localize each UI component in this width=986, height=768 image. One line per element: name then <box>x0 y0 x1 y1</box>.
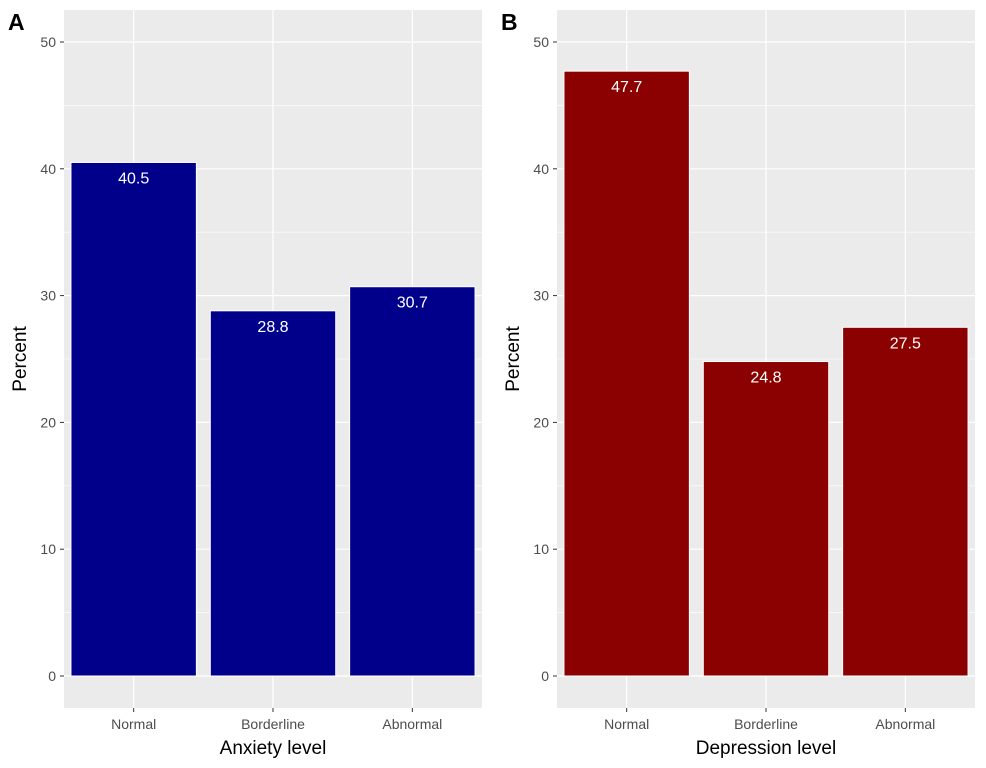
bar-borderline <box>702 361 830 677</box>
y-tick-label: 0 <box>48 668 56 684</box>
chart-panel-a: A 40.5 28.8 30.7 0 10 20 30 40 50 Normal Borderline… <box>8 9 482 759</box>
bar-borderline <box>209 310 337 677</box>
bar-value-label: 24.8 <box>750 370 781 387</box>
x-tick-label: Normal <box>604 716 649 732</box>
y-tick-label: 0 <box>541 668 549 684</box>
bar-value-label: 28.8 <box>257 319 288 336</box>
bar-normal <box>563 70 690 677</box>
y-tick-label: 10 <box>533 541 549 557</box>
x-tick-label: Abnormal <box>875 716 935 732</box>
bar-abnormal <box>349 286 476 677</box>
y-tick-label: 30 <box>40 288 56 304</box>
x-tick-label: Abnormal <box>382 716 442 732</box>
bar-abnormal <box>842 326 969 677</box>
y-tick-label: 10 <box>40 541 56 557</box>
bar-normal <box>70 161 197 677</box>
y-tick-label: 50 <box>533 34 549 50</box>
y-tick-label: 40 <box>533 161 549 177</box>
bar-value-label: 40.5 <box>118 170 149 187</box>
y-axis-title: Percent <box>503 326 524 392</box>
x-axis-title: Depression level <box>696 738 836 759</box>
x-axis-title: Anxiety level <box>220 738 327 759</box>
y-tick-label: 20 <box>533 414 549 430</box>
x-tick-label: Borderline <box>241 716 305 732</box>
panel-tag: B <box>501 9 518 35</box>
x-tick-label: Borderline <box>734 716 798 732</box>
y-tick-label: 30 <box>533 288 549 304</box>
y-axis-title: Percent <box>10 326 31 392</box>
y-tick-label: 40 <box>40 161 56 177</box>
y-tick-label: 20 <box>40 414 56 430</box>
bar-value-label: 47.7 <box>611 79 642 96</box>
y-tick-label: 50 <box>40 34 56 50</box>
panel-tag: A <box>8 9 25 35</box>
x-tick-label: Normal <box>111 716 156 732</box>
bar-value-label: 27.5 <box>890 335 921 352</box>
chart-panel-b: B 47.7 24.8 27.5 0 10 20 30 40 50 Normal Borderline… <box>501 9 975 759</box>
bar-value-label: 30.7 <box>397 295 428 312</box>
